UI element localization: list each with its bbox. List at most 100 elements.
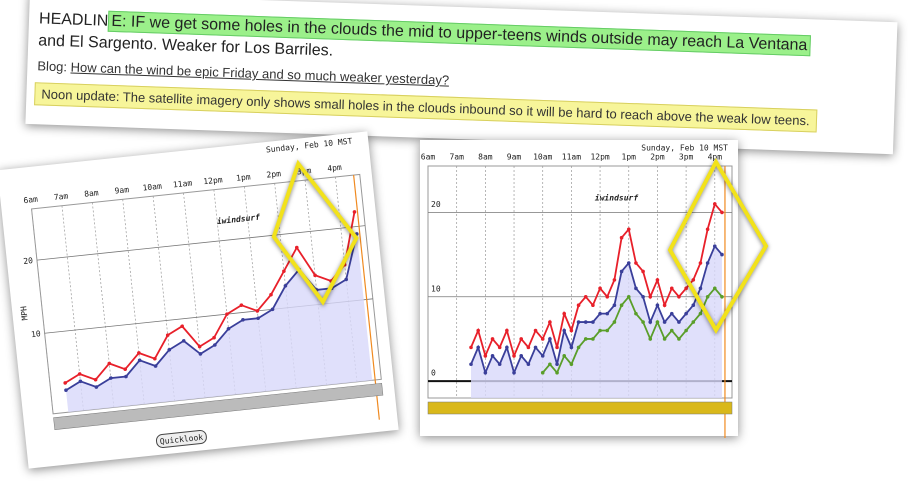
data-point [137, 351, 141, 355]
data-point [241, 318, 245, 322]
y-tick-label: 20 [23, 256, 34, 266]
data-point [555, 370, 559, 375]
data-point [677, 294, 681, 299]
quicklook-label: Quicklook [159, 433, 203, 447]
now-line [353, 174, 380, 420]
chart: Sunday, Feb 10 MST iwindsurf 6am 7am 8am 9am 1… [421, 144, 769, 438]
data-point [698, 261, 703, 265]
data-point [648, 320, 653, 324]
x-tick-label: 9am [114, 185, 129, 195]
data-point [583, 337, 588, 341]
timestamp: Sunday, Feb 10 MST [641, 144, 728, 153]
data-point [562, 354, 567, 358]
data-point [698, 311, 703, 316]
data-point [153, 356, 157, 361]
data-point [591, 303, 595, 307]
data-point [677, 320, 681, 324]
y-tick-label: 0 [431, 369, 436, 378]
data-point [677, 337, 681, 341]
timestamp: Sunday, Feb 10 MST [266, 137, 353, 155]
data-point [313, 273, 317, 278]
x-tick-label: 1pm [236, 172, 251, 182]
data-point [669, 286, 674, 291]
area [65, 233, 373, 413]
data-point [569, 362, 574, 367]
x-tick-label: 9am [507, 153, 522, 162]
data-point [591, 320, 595, 324]
data-point [641, 320, 645, 324]
data-point [555, 362, 559, 367]
data-point [705, 261, 710, 265]
blog-link[interactable]: How can the wind be epic Friday and so m… [70, 59, 450, 88]
x-tick-label: 8am [84, 188, 99, 198]
data-point [634, 261, 638, 265]
x-tick-label: 11am [173, 178, 193, 189]
x-tick-label: 12pm [590, 153, 609, 162]
data-point [619, 269, 624, 274]
data-point [698, 286, 703, 291]
data-point [548, 362, 552, 367]
data-point [555, 345, 559, 350]
data-point [720, 294, 724, 299]
data-point [505, 328, 509, 333]
data-point [598, 328, 602, 333]
data-point [562, 311, 567, 316]
series-line [542, 286, 723, 375]
data-point [476, 345, 480, 350]
highlight-diamond [667, 157, 769, 334]
headline-start: HEADLIN [38, 10, 109, 30]
area [471, 246, 722, 398]
data-point [123, 367, 128, 372]
data-point [569, 328, 574, 333]
data-point [165, 333, 170, 337]
chart: Sunday, Feb 10 MST iwindsurf 6am 7am 8am 9am 1… [19, 137, 384, 448]
data-point [469, 345, 473, 350]
data-point [691, 303, 696, 307]
data-point [648, 294, 653, 299]
data-point [684, 286, 688, 291]
data-point [576, 320, 581, 324]
data-point [626, 294, 631, 299]
data-point [483, 354, 488, 358]
data-point [634, 286, 638, 291]
x-tick-label: 10am [142, 182, 162, 193]
x-tick-label: 11am [562, 153, 581, 162]
data-point [569, 345, 574, 350]
direction-strip [53, 382, 384, 430]
data-point [519, 354, 524, 358]
data-point [93, 377, 98, 382]
data-point [641, 269, 645, 274]
data-point [655, 278, 660, 282]
data-point [720, 252, 724, 257]
data-point [137, 358, 142, 363]
blog-line: Blog: How can the wind be epic Friday an… [37, 58, 449, 87]
data-point [94, 385, 99, 389]
data-point [180, 324, 184, 329]
data-point [497, 345, 502, 350]
data-point [669, 328, 674, 333]
data-point [684, 328, 688, 333]
x-tick-label: 8am [478, 153, 493, 162]
highlight-diamond [271, 159, 359, 306]
blog-label: Blog: [37, 58, 68, 75]
data-point [705, 294, 710, 299]
data-point [712, 286, 717, 291]
series-line [470, 244, 723, 376]
data-point [512, 354, 516, 358]
data-point [512, 370, 516, 375]
data-point [213, 343, 217, 347]
chart-card: Sunday, Feb 10 MST iwindsurf 6am 7am 8am 9am 1… [0, 131, 399, 469]
data-point [505, 345, 509, 350]
x-tick-label: 7am [53, 192, 68, 202]
data-point [483, 370, 488, 375]
data-point [662, 303, 667, 307]
data-point [705, 227, 710, 232]
data-point [107, 361, 112, 366]
x-tick-label: 12pm [203, 175, 223, 186]
x-tick-label: 6am [421, 153, 436, 162]
data-point [533, 345, 538, 350]
data-point [533, 328, 538, 333]
quicklook-button[interactable] [155, 430, 207, 448]
data-point [712, 202, 717, 206]
